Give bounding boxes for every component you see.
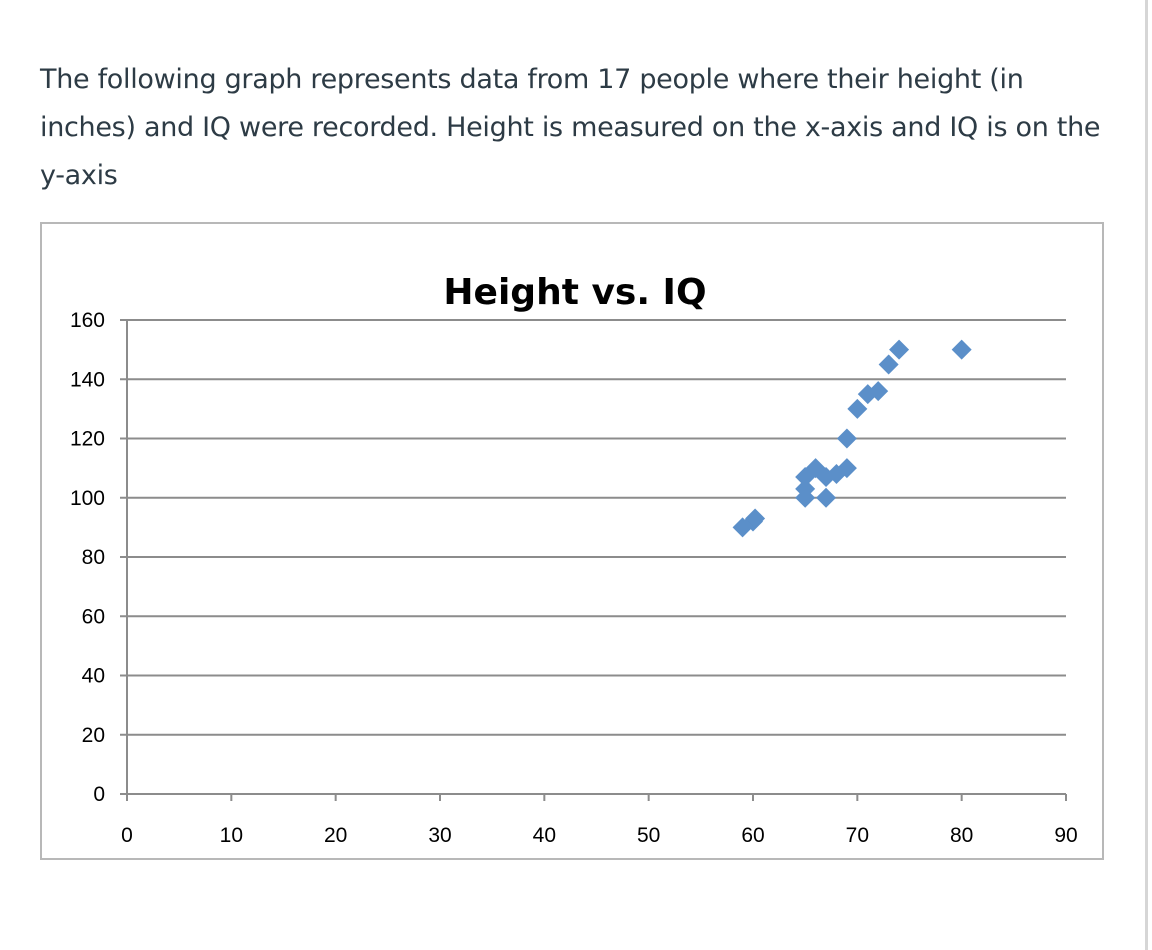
scatter-chart: Height vs. IQ 0 20 40 60 80 100 120 140 160 0 10 20… (70, 272, 1078, 847)
x-tick-label-70: 70 (846, 824, 869, 847)
data-points (732, 339, 972, 538)
page-right-border (1145, 0, 1148, 950)
y-tick-label-160: 160 (70, 309, 105, 332)
y-tick-label-120: 120 (70, 428, 105, 451)
data-point-2 (745, 508, 766, 529)
y-tick-label-40: 40 (82, 665, 105, 688)
x-tick-label-40: 40 (533, 824, 556, 847)
chart-title: Height vs. IQ (443, 272, 706, 313)
tick-labels: 0 20 40 60 80 100 120 140 160 0 10 20 30 40 50 60 70 80 90 (70, 309, 1078, 847)
x-tick-label-20: 20 (324, 824, 347, 847)
data-point-11 (836, 428, 857, 449)
x-tick-label-10: 10 (220, 824, 243, 847)
x-tick-label-50: 50 (637, 824, 660, 847)
question-text: The following graph represents data from… (40, 64, 1101, 191)
data-point-10 (836, 458, 857, 479)
y-tick-label-0: 0 (93, 783, 105, 806)
chart-frame: Height vs. IQ 0 20 40 60 80 100 120 140 160 0 10 20… (40, 222, 1104, 860)
data-point-9 (826, 464, 847, 485)
data-point-17 (951, 339, 972, 360)
x-tick-label-0: 0 (121, 824, 133, 847)
data-point-16 (889, 339, 910, 360)
data-point-14 (868, 381, 889, 402)
gridlines (127, 319, 1066, 736)
x-tick-label-30: 30 (428, 824, 451, 847)
y-tick-label-60: 60 (82, 605, 105, 628)
y-tick-label-20: 20 (82, 724, 105, 747)
y-tick-label-140: 140 (70, 368, 105, 391)
data-point-7 (816, 487, 837, 508)
data-point-12 (847, 398, 868, 419)
axes (120, 319, 1067, 801)
y-tick-label-100: 100 (70, 487, 105, 510)
data-point-4 (795, 478, 816, 499)
x-tick-label-90: 90 (1054, 824, 1077, 847)
x-tick-label-80: 80 (950, 824, 973, 847)
y-tick-label-80: 80 (82, 546, 105, 569)
x-tick-label-60: 60 (741, 824, 764, 847)
data-point-15 (878, 354, 899, 375)
